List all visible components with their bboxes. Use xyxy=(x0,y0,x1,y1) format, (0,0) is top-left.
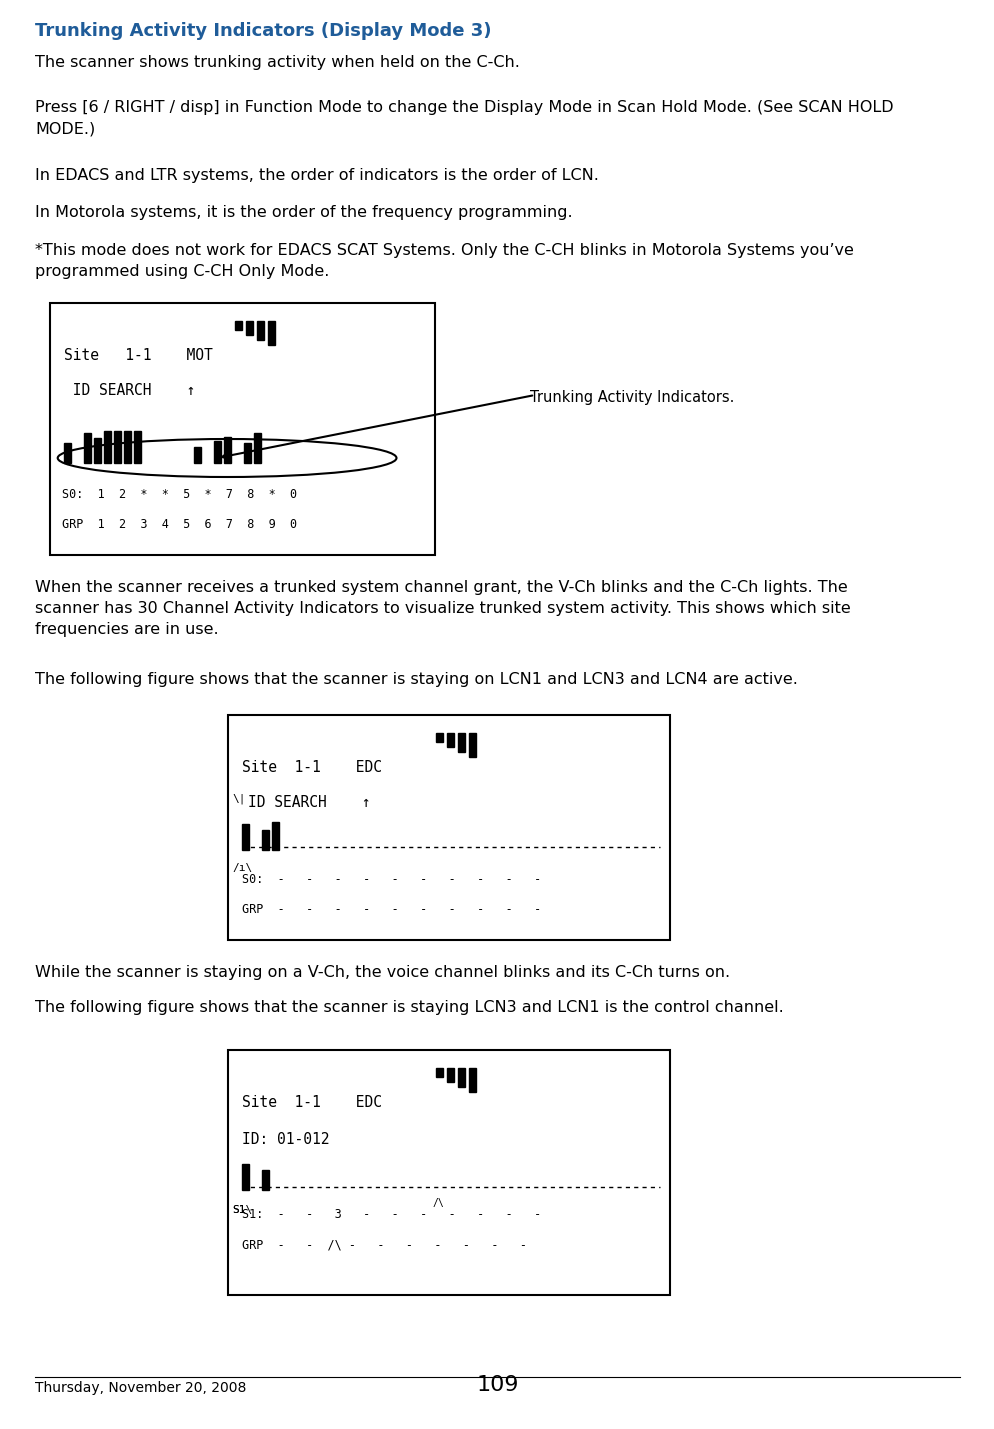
Bar xyxy=(114,432,121,463)
Text: In EDACS and LTR systems, the order of indicators is the order of LCN.: In EDACS and LTR systems, the order of i… xyxy=(35,169,598,183)
Bar xyxy=(64,443,71,463)
Bar xyxy=(214,442,221,463)
Bar xyxy=(235,322,242,330)
Text: GRP  1  2  3  4  5  6  7  8  9  0: GRP 1 2 3 4 5 6 7 8 9 0 xyxy=(62,517,297,532)
Text: The scanner shows trunking activity when held on the C-Ch.: The scanner shows trunking activity when… xyxy=(35,54,519,70)
Bar xyxy=(446,733,453,747)
Bar xyxy=(435,1067,442,1077)
Bar xyxy=(83,433,90,463)
Bar xyxy=(93,439,101,463)
Text: S0:  1  2  *  *  5  *  7  8  *  0: S0: 1 2 * * 5 * 7 8 * 0 xyxy=(62,487,297,502)
Text: ID SEARCH    ↑: ID SEARCH ↑ xyxy=(64,383,195,399)
Text: ID: 01-012: ID: 01-012 xyxy=(242,1132,329,1147)
Text: The following figure shows that the scanner is staying on LCN1 and LCN3 and LCN4: The following figure shows that the scan… xyxy=(35,672,797,687)
Text: Site  1-1    EDC: Site 1-1 EDC xyxy=(242,760,382,775)
Text: S1\: S1\ xyxy=(232,1205,252,1215)
Bar xyxy=(242,1165,248,1190)
Text: In Motorola systems, it is the order of the frequency programming.: In Motorola systems, it is the order of … xyxy=(35,204,573,220)
Text: While the scanner is staying on a V-Ch, the voice channel blinks and its C-Ch tu: While the scanner is staying on a V-Ch, … xyxy=(35,965,730,980)
Text: /\: /\ xyxy=(431,1198,443,1208)
Bar xyxy=(267,322,274,344)
Text: GRP  -   -   -   -   -   -   -   -   -   -: GRP - - - - - - - - - - xyxy=(242,903,541,916)
Text: /ı\: /ı\ xyxy=(232,863,252,873)
Bar xyxy=(271,822,278,850)
Text: When the scanner receives a trunked system channel grant, the V-Ch blinks and th: When the scanner receives a trunked syst… xyxy=(35,580,850,637)
Text: Site   1-1    MOT: Site 1-1 MOT xyxy=(64,349,213,363)
Text: Site  1-1    EDC: Site 1-1 EDC xyxy=(242,1095,382,1110)
Text: S0:  -   -   -   -   -   -   -   -   -   -: S0: - - - - - - - - - - xyxy=(242,873,541,886)
Text: Trunking Activity Indicators (Display Mode 3): Trunking Activity Indicators (Display Mo… xyxy=(35,21,491,40)
Text: S1: S1 xyxy=(232,1205,246,1215)
Text: ID SEARCH    ↑: ID SEARCH ↑ xyxy=(248,795,370,810)
Bar xyxy=(261,1170,268,1190)
Bar xyxy=(228,714,669,940)
Bar xyxy=(194,447,201,463)
Bar xyxy=(104,432,111,463)
Bar xyxy=(435,733,442,742)
Bar xyxy=(253,433,260,463)
Bar xyxy=(124,432,131,463)
Text: Trunking Activity Indicators.: Trunking Activity Indicators. xyxy=(530,390,734,404)
Bar xyxy=(224,437,231,463)
Text: 109: 109 xyxy=(476,1375,518,1395)
Bar xyxy=(242,825,248,850)
Bar xyxy=(457,1067,464,1087)
Bar xyxy=(256,322,263,340)
Bar xyxy=(244,443,250,463)
Bar xyxy=(134,432,141,463)
Bar xyxy=(446,1067,453,1082)
Text: Thursday, November 20, 2008: Thursday, November 20, 2008 xyxy=(35,1380,247,1395)
Bar xyxy=(468,733,475,757)
Bar xyxy=(50,303,434,554)
Bar xyxy=(228,1050,669,1295)
Text: *This mode does not work for EDACS SCAT Systems. Only the C-CH blinks in Motorol: *This mode does not work for EDACS SCAT … xyxy=(35,243,853,279)
Text: S1:  -   -   3   -   -   -   -   -   -   -: S1: - - 3 - - - - - - - xyxy=(242,1208,541,1220)
Bar xyxy=(246,322,252,334)
Bar xyxy=(457,733,464,752)
Bar xyxy=(261,830,268,850)
Text: Press [6 / RIGHT / disp] in Function Mode to change the Display Mode in Scan Hol: Press [6 / RIGHT / disp] in Function Mod… xyxy=(35,100,893,136)
Text: GRP  -   -  /\ -   -   -   -   -   -   -: GRP - - /\ - - - - - - - xyxy=(242,1238,527,1250)
Text: \|: \| xyxy=(232,793,246,803)
Text: The following figure shows that the scanner is staying LCN3 and LCN1 is the cont: The following figure shows that the scan… xyxy=(35,1000,783,1015)
Bar xyxy=(468,1067,475,1092)
